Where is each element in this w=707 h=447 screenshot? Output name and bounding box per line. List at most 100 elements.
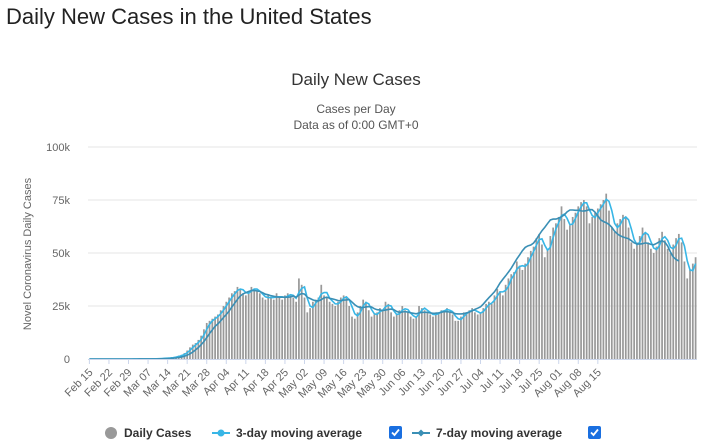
bar <box>381 310 384 359</box>
bar <box>664 240 666 359</box>
bar <box>420 308 423 359</box>
bar <box>627 227 630 359</box>
bar <box>339 297 342 359</box>
bar <box>284 295 286 359</box>
bar <box>300 284 303 359</box>
legend-label-7-day-average: 7-day moving average <box>436 426 563 440</box>
bar <box>404 310 406 359</box>
bar <box>605 193 608 359</box>
bar <box>356 312 359 359</box>
bar <box>518 265 521 359</box>
bar <box>362 299 365 359</box>
bar <box>599 204 602 359</box>
bar <box>298 278 300 359</box>
bar <box>244 295 247 359</box>
legend-item-daily-cases[interactable]: Daily Cases <box>104 423 191 443</box>
bar <box>560 206 563 359</box>
bar <box>513 272 515 359</box>
bar <box>429 314 432 359</box>
bar <box>267 295 270 359</box>
bar <box>379 308 381 359</box>
bar <box>496 289 499 359</box>
legend-item-7-day-average[interactable]: 7-day moving average <box>412 423 562 443</box>
bar <box>351 316 353 359</box>
daily-cases-chart: Daily New Cases Cases per Day Data as of… <box>22 70 697 401</box>
bar <box>658 238 661 359</box>
bar <box>434 312 437 359</box>
bar <box>401 306 404 359</box>
bar <box>636 242 638 359</box>
bar <box>563 219 566 359</box>
bar <box>650 248 652 359</box>
bar <box>415 316 418 359</box>
bar <box>264 299 267 359</box>
bar <box>295 301 297 359</box>
bar <box>585 206 588 359</box>
bar <box>365 301 367 359</box>
bar <box>398 310 401 359</box>
checkbox-7-day-average[interactable] <box>588 426 601 439</box>
chart-subtitle-2: Data as of 0:00 GMT+0 <box>293 118 418 132</box>
bar <box>683 261 686 359</box>
bar <box>596 208 599 359</box>
bar <box>622 214 624 359</box>
bar <box>672 244 675 359</box>
bar <box>462 312 465 359</box>
bar <box>317 297 320 359</box>
bar <box>367 310 370 359</box>
bar <box>219 310 222 359</box>
bar <box>393 316 395 359</box>
bar <box>217 314 219 359</box>
bar <box>194 343 197 359</box>
bar <box>510 274 513 359</box>
bar <box>303 297 306 359</box>
bar <box>348 306 351 359</box>
bar <box>211 318 214 359</box>
bar <box>309 308 311 359</box>
bar <box>468 310 471 359</box>
bar <box>694 257 697 359</box>
bar <box>256 291 258 359</box>
series-line-3-day <box>89 198 697 360</box>
bar <box>353 318 356 359</box>
bar <box>616 223 619 359</box>
bar <box>527 257 529 359</box>
bar <box>205 322 208 359</box>
bar <box>594 212 596 359</box>
bar <box>557 216 560 359</box>
bar <box>493 295 496 359</box>
bar <box>312 301 314 359</box>
bar <box>624 216 627 359</box>
bar <box>423 310 426 359</box>
bar <box>446 308 448 359</box>
bar <box>325 297 328 359</box>
bar <box>418 306 420 359</box>
bar <box>292 297 295 359</box>
bar <box>501 295 504 359</box>
bar <box>577 206 580 359</box>
bar <box>278 297 281 359</box>
bar <box>289 295 292 359</box>
bar <box>306 312 309 359</box>
checkbox-3-day-average[interactable] <box>389 426 402 439</box>
bar <box>529 250 532 359</box>
bar <box>323 295 325 359</box>
bar <box>328 301 331 359</box>
bar <box>488 301 490 359</box>
bar <box>507 278 510 359</box>
bar <box>432 316 434 359</box>
bar <box>543 257 546 359</box>
bar <box>669 253 672 359</box>
bar <box>644 233 647 359</box>
bar <box>448 312 451 359</box>
bar <box>524 263 527 359</box>
legend-item-3-day-average[interactable]: 3-day moving average <box>212 423 362 443</box>
bar <box>474 312 476 359</box>
bar <box>677 233 680 359</box>
bar <box>406 312 409 359</box>
bar <box>569 225 571 359</box>
y-tick-label: 25k <box>52 301 70 313</box>
bar <box>197 339 200 359</box>
legend-label-3-day-average: 3-day moving average <box>236 426 363 440</box>
